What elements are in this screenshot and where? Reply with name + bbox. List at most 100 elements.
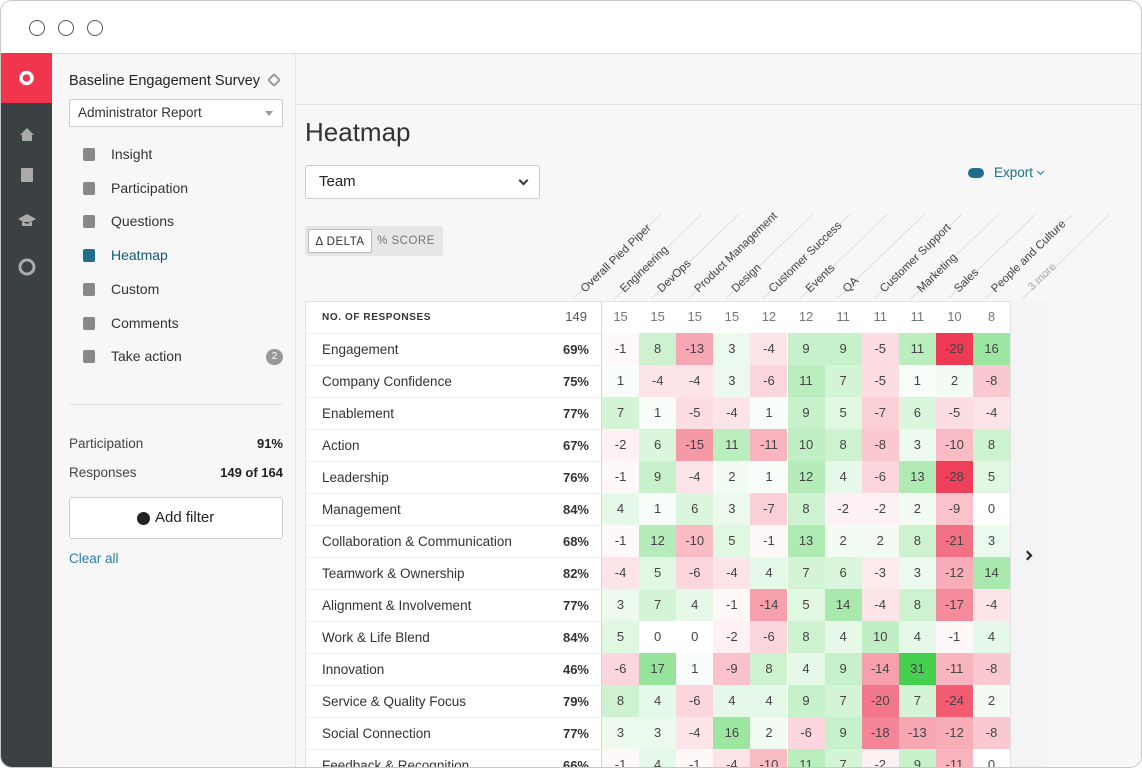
- logo[interactable]: [1, 53, 52, 103]
- heat-cell: -17: [935, 589, 973, 621]
- row-score: 77%: [562, 406, 589, 421]
- row-divider: [305, 429, 602, 430]
- nav-label: Comments: [111, 314, 179, 331]
- nav-item[interactable]: Take action 2: [69, 348, 283, 366]
- row-score: 75%: [562, 374, 589, 389]
- help-icon[interactable]: [18, 258, 36, 276]
- heat-cell: 3: [602, 717, 640, 749]
- toggle-option[interactable]: % SCORE: [377, 235, 435, 247]
- group-select[interactable]: Team: [305, 165, 540, 199]
- row-divider: [305, 461, 602, 462]
- heat-cell: -2: [602, 429, 640, 461]
- nav-item[interactable]: Questions: [69, 213, 283, 231]
- heat-cell: -13: [898, 717, 936, 749]
- heat-cell: 2: [750, 717, 788, 749]
- heat-cell: -1: [713, 589, 751, 621]
- heat-cell: 5: [713, 525, 751, 557]
- heat-cell: -4: [973, 397, 1011, 429]
- heat-cell: -4: [602, 557, 640, 589]
- response-count: 12: [798, 309, 814, 324]
- heat-cell: -5: [676, 397, 714, 429]
- nav-item[interactable]: Heatmap: [69, 247, 283, 265]
- report-select[interactable]: Administrator Report: [69, 99, 283, 127]
- heat-cell: 9: [787, 397, 825, 429]
- row-score: 84%: [562, 630, 589, 645]
- export-button[interactable]: Export: [967, 164, 1047, 184]
- row-label: Management: [322, 502, 401, 517]
- heat-cell: 16: [973, 333, 1011, 365]
- heat-cell: -6: [750, 621, 788, 653]
- heat-cell: -6: [750, 365, 788, 397]
- row-label: Teamwork & Ownership: [322, 566, 465, 581]
- heat-cell: 4: [824, 461, 862, 493]
- heat-cell: -4: [713, 557, 751, 589]
- heat-cell: 9: [824, 717, 862, 749]
- heat-cell: 2: [973, 685, 1011, 717]
- heat-cell: 11: [787, 749, 825, 767]
- survey-icon[interactable]: [21, 168, 33, 182]
- app-rail: [1, 53, 52, 767]
- heat-cell: 12: [639, 525, 677, 557]
- row-label: Work & Life Blend: [322, 630, 430, 645]
- response-count: 15: [687, 309, 702, 324]
- heat-cell: 7: [602, 397, 640, 429]
- row-label: Feedback & Recognition: [322, 758, 470, 768]
- logo-mark: [19, 70, 34, 86]
- row-score: 82%: [562, 566, 589, 581]
- heat-cell: -3: [861, 557, 899, 589]
- heat-cell: 1: [639, 493, 677, 525]
- home-icon[interactable]: [20, 128, 34, 141]
- heat-cell: 2: [713, 461, 751, 493]
- heat-cell: 4: [639, 685, 677, 717]
- heat-cell: -13: [676, 333, 714, 365]
- heat-cell: 5: [824, 397, 862, 429]
- row-divider: [305, 653, 602, 654]
- nav-label: Heatmap: [111, 247, 168, 264]
- clear-all-link[interactable]: Clear all: [69, 551, 119, 566]
- heat-cell: 16: [713, 717, 751, 749]
- response-count: 15: [724, 309, 740, 324]
- heat-cell: 9: [787, 685, 825, 717]
- heat-cell: -1: [602, 333, 640, 365]
- row-score: 79%: [562, 694, 589, 709]
- divider: [69, 404, 283, 405]
- nav-item[interactable]: Insight: [69, 146, 283, 164]
- nav-badge: 2: [266, 349, 283, 366]
- page-title: Heatmap: [305, 117, 411, 147]
- score-divider: [601, 301, 602, 767]
- nav-item[interactable]: Custom: [69, 281, 283, 299]
- response-count: 11: [873, 309, 887, 324]
- heat-cell: -1: [602, 525, 640, 557]
- header-divider: [724, 213, 814, 300]
- heat-cell: -9: [713, 653, 751, 685]
- stat-label: Responses: [69, 465, 137, 480]
- header-divider: [687, 213, 777, 300]
- column-label: DevOps: [655, 257, 693, 295]
- header-divider: [984, 213, 1074, 300]
- heat-cell: 10: [861, 621, 899, 653]
- heat-cell: 0: [973, 493, 1011, 525]
- cloud-icon: [968, 168, 984, 178]
- response-count: 12: [761, 309, 777, 324]
- window-dot: [29, 20, 45, 36]
- nav-item[interactable]: Comments: [69, 315, 283, 333]
- header-divider: [836, 213, 925, 300]
- heat-cell: -5: [861, 333, 899, 365]
- response-count: 8: [987, 309, 996, 324]
- nav-item[interactable]: Participation: [69, 180, 283, 198]
- side-panel: [52, 53, 296, 767]
- row-score: 46%: [562, 662, 589, 677]
- heat-cell: 11: [787, 365, 825, 397]
- heat-cell: 1: [750, 461, 788, 493]
- heat-cell: -4: [676, 717, 714, 749]
- heat-cell: 4: [713, 685, 751, 717]
- row-divider: [305, 397, 602, 398]
- toggle-option[interactable]: Δ DELTA: [308, 229, 372, 253]
- heat-cell: -1: [602, 749, 640, 767]
- row-divider: [305, 589, 602, 590]
- add-filter-button[interactable]: Add filter: [69, 497, 283, 539]
- learn-icon[interactable]: [18, 214, 36, 226]
- header-divider: [650, 213, 740, 300]
- column-label: Customer Support: [878, 221, 954, 295]
